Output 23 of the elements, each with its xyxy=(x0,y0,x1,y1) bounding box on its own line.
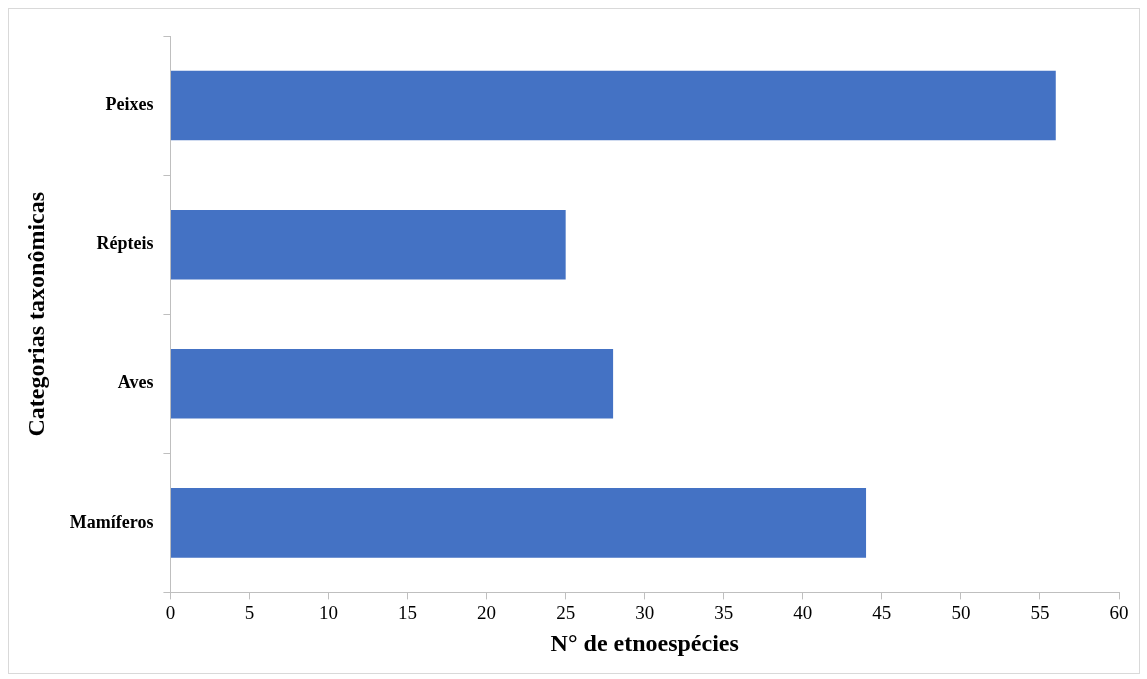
x-axis-title: N° de etnoespécies xyxy=(550,629,739,656)
y-axis-title: Categorias taxonômicas xyxy=(22,191,49,437)
x-tick-label: 25 xyxy=(556,601,576,623)
x-tick-label: 45 xyxy=(872,601,892,623)
x-tick-label: 15 xyxy=(398,601,418,623)
x-tick-label: 10 xyxy=(319,601,339,623)
x-tick-label: 20 xyxy=(477,601,497,623)
x-tick-label: 30 xyxy=(635,601,655,623)
x-tick-label: 60 xyxy=(1109,601,1129,623)
x-tick-label: 5 xyxy=(244,601,255,623)
y-tick-label: Mamíferos xyxy=(69,511,154,532)
y-tick-label: Répteis xyxy=(96,233,154,254)
x-tick-label: 35 xyxy=(714,601,734,623)
y-tick-label: Peixes xyxy=(105,94,154,115)
x-tick-label: 50 xyxy=(951,601,971,623)
x-tick-label: 55 xyxy=(1030,601,1050,623)
x-tick-label: 0 xyxy=(165,601,176,623)
x-tick-label: 40 xyxy=(793,601,813,623)
bar xyxy=(170,70,1056,141)
bar xyxy=(170,348,614,419)
y-tick-label: Aves xyxy=(117,372,154,393)
bar xyxy=(170,488,867,558)
bar xyxy=(170,209,566,280)
